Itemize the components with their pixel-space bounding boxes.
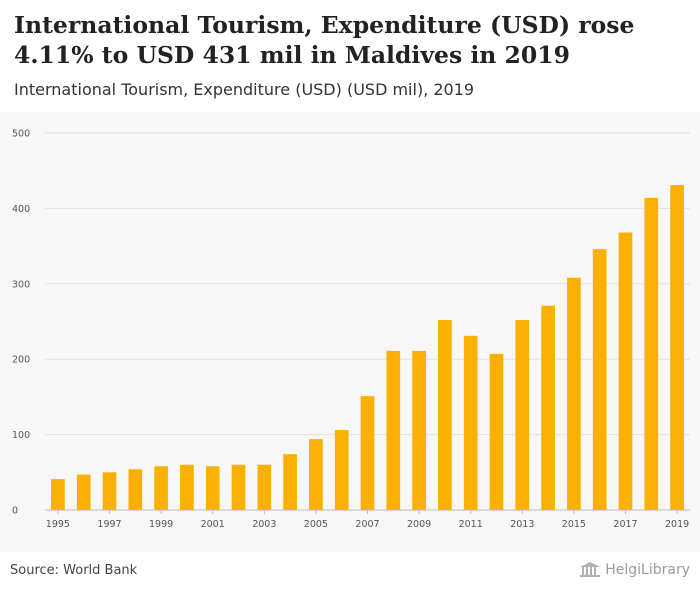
x-tick-label: 1999 bbox=[149, 519, 173, 530]
bar-2009 bbox=[412, 350, 426, 510]
brand-logo: HelgiLibrary bbox=[579, 562, 690, 578]
bar-1998 bbox=[128, 469, 143, 510]
bar-chart: 0 100 200 300 400 500 1995 1997 1999 2001 2003 2005… bbox=[12, 129, 690, 530]
bar-1997 bbox=[102, 472, 117, 510]
bar-2011 bbox=[463, 335, 478, 510]
y-tick-label: 400 bbox=[12, 204, 30, 215]
chart-area: 0 100 200 300 400 500 1995 1997 1999 2001 2003 2005… bbox=[0, 112, 700, 552]
x-tick-label: 2011 bbox=[459, 519, 483, 530]
x-tick-label: 1995 bbox=[46, 519, 70, 530]
source-note: Source: World Bank bbox=[10, 563, 138, 578]
x-tick-label: 2001 bbox=[201, 519, 225, 530]
x-tick-label: 1997 bbox=[97, 519, 121, 530]
bar-2001 bbox=[205, 466, 220, 510]
y-tick-label: 100 bbox=[12, 430, 30, 441]
x-tick-label: 2019 bbox=[665, 519, 689, 530]
bar-2006 bbox=[334, 430, 349, 510]
bar-2017 bbox=[618, 232, 633, 510]
bar-2018 bbox=[644, 197, 659, 510]
bar-2007 bbox=[360, 396, 375, 510]
bar-1999 bbox=[154, 466, 168, 510]
bar-2008 bbox=[386, 350, 401, 510]
x-tick-label: 2015 bbox=[562, 519, 586, 530]
x-tick-label: 2005 bbox=[304, 519, 328, 530]
x-tick-label: 2009 bbox=[407, 519, 431, 530]
bar-1995 bbox=[51, 479, 65, 510]
bar-2003 bbox=[257, 464, 272, 510]
x-tick-label: 2003 bbox=[252, 519, 276, 530]
bar-2010 bbox=[438, 319, 452, 510]
y-tick-label: 500 bbox=[12, 129, 30, 140]
x-tick-label: 2013 bbox=[510, 519, 534, 530]
bar-2004 bbox=[283, 454, 297, 510]
x-tick-label: 2007 bbox=[355, 519, 379, 530]
library-icon bbox=[580, 562, 601, 577]
bar-2016 bbox=[592, 249, 607, 510]
bar-2015 bbox=[567, 277, 581, 510]
bar-2014 bbox=[541, 305, 555, 510]
bar-2000 bbox=[180, 464, 194, 510]
chart-title: International Tourism, Expenditure (USD)… bbox=[14, 11, 635, 69]
bar-1996 bbox=[76, 474, 91, 510]
x-tick-label: 2017 bbox=[613, 519, 637, 530]
chart-subtitle: International Tourism, Expenditure (USD)… bbox=[14, 80, 475, 99]
bar-2019 bbox=[670, 185, 684, 510]
brand-name: HelgiLibrary bbox=[605, 562, 690, 578]
bar-2012 bbox=[489, 353, 504, 510]
bar-2002 bbox=[231, 464, 246, 510]
y-tick-label: 0 bbox=[12, 506, 18, 517]
y-tick-label: 300 bbox=[12, 279, 30, 290]
y-tick-label: 200 bbox=[12, 355, 30, 366]
bar-2005 bbox=[309, 439, 323, 510]
bar-2013 bbox=[515, 319, 530, 510]
